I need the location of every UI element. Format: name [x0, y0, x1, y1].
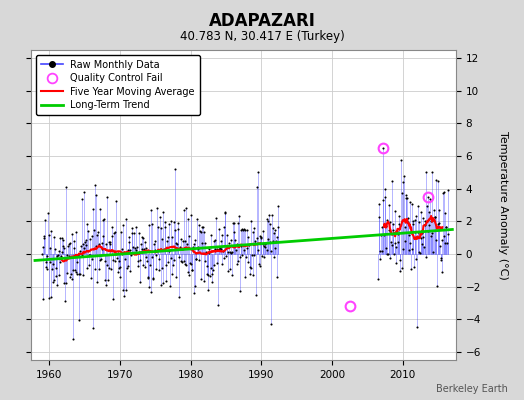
- Y-axis label: Temperature Anomaly (°C): Temperature Anomaly (°C): [498, 131, 508, 279]
- Legend: Raw Monthly Data, Quality Control Fail, Five Year Moving Average, Long-Term Tren: Raw Monthly Data, Quality Control Fail, …: [36, 55, 200, 115]
- Text: Berkeley Earth: Berkeley Earth: [436, 384, 508, 394]
- Text: ADAPAZARI: ADAPAZARI: [209, 12, 315, 30]
- Text: 40.783 N, 30.417 E (Turkey): 40.783 N, 30.417 E (Turkey): [180, 30, 344, 43]
